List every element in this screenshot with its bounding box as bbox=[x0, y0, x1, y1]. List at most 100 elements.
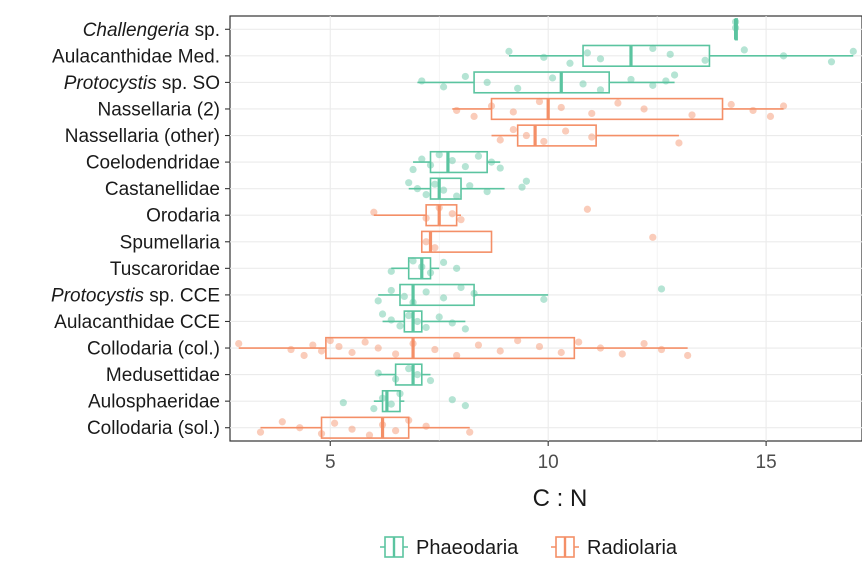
data-point bbox=[418, 77, 426, 85]
category-labels: Challengeria sp. Aulacanthidae Med. Protoc… bbox=[51, 20, 230, 439]
data-point bbox=[701, 56, 709, 64]
data-point bbox=[470, 289, 478, 298]
box-collodaria-sol- bbox=[256, 416, 474, 439]
data-point bbox=[426, 269, 435, 277]
data-point bbox=[405, 365, 413, 373]
category-label: Protocystis sp. SO bbox=[64, 73, 220, 94]
data-point bbox=[405, 179, 413, 187]
data-point bbox=[418, 155, 426, 163]
data-point bbox=[335, 342, 343, 351]
data-point bbox=[435, 204, 443, 212]
data-point bbox=[326, 336, 334, 345]
data-point bbox=[688, 111, 696, 119]
data-point bbox=[348, 425, 356, 433]
data-point bbox=[562, 127, 570, 135]
data-point bbox=[766, 112, 775, 121]
legend: Phaeodaria Radiolaria bbox=[380, 536, 678, 559]
data-point bbox=[657, 345, 666, 354]
data-point bbox=[588, 133, 596, 141]
data-point bbox=[596, 55, 605, 63]
box-nassellaria-2- bbox=[452, 97, 788, 121]
data-point bbox=[378, 394, 387, 402]
data-point bbox=[400, 292, 408, 300]
data-point bbox=[370, 404, 378, 413]
data-point bbox=[439, 258, 448, 266]
data-point bbox=[509, 108, 517, 116]
data-point bbox=[675, 139, 683, 147]
data-point bbox=[732, 18, 740, 26]
data-point bbox=[496, 347, 504, 355]
box-iqr bbox=[325, 336, 576, 360]
data-point bbox=[548, 74, 557, 82]
data-point bbox=[300, 351, 308, 360]
box-collodaria-col- bbox=[235, 336, 692, 360]
data-point bbox=[439, 186, 448, 194]
data-point bbox=[579, 80, 587, 88]
data-point bbox=[392, 427, 400, 435]
data-point bbox=[348, 348, 356, 357]
data-point bbox=[466, 428, 474, 436]
data-point bbox=[732, 24, 740, 32]
data-point bbox=[514, 84, 522, 92]
data-point bbox=[235, 339, 243, 348]
data-point bbox=[435, 151, 443, 159]
data-point bbox=[405, 416, 413, 424]
data-point bbox=[374, 297, 382, 305]
data-point bbox=[296, 424, 304, 432]
data-point bbox=[457, 216, 465, 224]
data-point bbox=[596, 86, 605, 94]
data-point bbox=[361, 338, 369, 346]
data-point bbox=[448, 396, 456, 404]
data-point bbox=[827, 58, 836, 66]
data-point bbox=[566, 59, 574, 67]
data-point bbox=[426, 376, 435, 385]
box-spumellaria bbox=[420, 230, 657, 253]
box-aulosphaeridae bbox=[339, 389, 469, 413]
legend-label: Phaeodaria bbox=[416, 537, 519, 559]
data-point bbox=[509, 125, 517, 134]
data-point bbox=[387, 400, 395, 408]
data-point bbox=[413, 370, 422, 379]
data-point bbox=[422, 191, 430, 199]
data-point bbox=[535, 97, 544, 106]
data-point bbox=[387, 267, 395, 275]
legend-item-radiolaria: Radiolaria bbox=[551, 536, 678, 559]
box-iqr bbox=[582, 44, 711, 68]
box-orodaria bbox=[370, 204, 592, 227]
data-point bbox=[317, 430, 326, 438]
category-label: Protocystis sp. CCE bbox=[51, 285, 220, 306]
data-point bbox=[331, 419, 339, 427]
legend-item-phaeodaria: Phaeodaria bbox=[380, 536, 519, 559]
data-point bbox=[317, 347, 326, 355]
data-point bbox=[540, 295, 548, 303]
data-point bbox=[514, 336, 522, 345]
data-point bbox=[575, 338, 583, 346]
box-series bbox=[235, 18, 857, 439]
data-point bbox=[461, 162, 469, 171]
data-point bbox=[365, 431, 374, 439]
data-point bbox=[749, 106, 757, 115]
data-point bbox=[461, 72, 469, 81]
category-label: Challengeria sp. bbox=[83, 20, 220, 41]
category-label: Nassellaria (2) bbox=[98, 99, 220, 120]
data-point bbox=[557, 348, 565, 357]
data-point bbox=[309, 341, 317, 349]
data-point bbox=[374, 344, 382, 352]
category-label: Castanellidae bbox=[105, 179, 220, 200]
data-point bbox=[496, 164, 504, 172]
data-point bbox=[439, 83, 448, 91]
x-tick-label: 15 bbox=[756, 452, 777, 473]
box-aulacanthidae-cce bbox=[378, 310, 469, 333]
data-point bbox=[453, 351, 461, 360]
data-point bbox=[448, 157, 456, 165]
data-point bbox=[431, 345, 439, 354]
data-point bbox=[470, 112, 478, 121]
category-label: Tuscaroridae bbox=[110, 259, 220, 280]
data-point bbox=[378, 310, 387, 318]
data-point bbox=[474, 341, 483, 349]
data-point bbox=[461, 325, 469, 333]
data-point bbox=[409, 298, 417, 306]
data-point bbox=[583, 205, 592, 213]
box-iqr bbox=[473, 71, 611, 94]
data-point bbox=[392, 375, 400, 383]
